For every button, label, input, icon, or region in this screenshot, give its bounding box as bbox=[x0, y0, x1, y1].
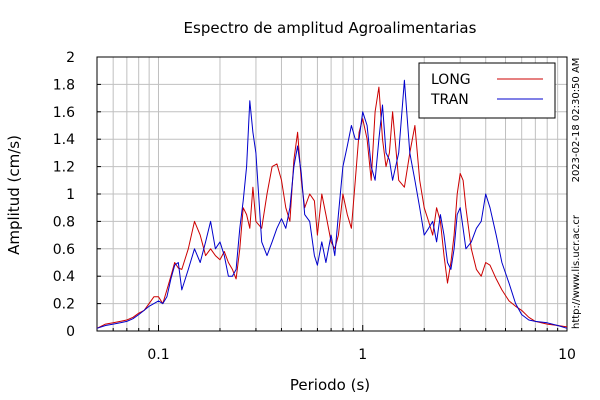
y-tick-label: 1.8 bbox=[53, 77, 75, 93]
y-tick-label: 0 bbox=[66, 324, 75, 340]
legend-box bbox=[418, 62, 556, 119]
y-tick-label: 1.4 bbox=[53, 132, 75, 148]
y-tick-label: 1 bbox=[66, 187, 75, 203]
timestamp-text: 2023-02-18 02:30:50 AM bbox=[571, 58, 582, 183]
x-axis-label: Periodo (s) bbox=[290, 376, 370, 394]
y-tick-label: 0.4 bbox=[53, 269, 75, 285]
legend-label-tran: TRAN bbox=[430, 92, 469, 108]
legend-label-long: LONG bbox=[431, 72, 471, 88]
y-tick-label: 2 bbox=[66, 50, 75, 66]
x-tick-label: 0.1 bbox=[147, 347, 169, 363]
y-tick-label: 1.6 bbox=[53, 105, 75, 121]
y-axis-label: Amplitud (cm/s) bbox=[5, 135, 23, 255]
axis-ticks bbox=[96, 56, 568, 332]
source-url-text: http://www.lis.ucr.ac.cr bbox=[571, 214, 582, 329]
series-line-long bbox=[96, 86, 568, 329]
x-tick-label: 1 bbox=[358, 347, 367, 363]
chart-title: Espectro de amplitud Agroalimentarias bbox=[184, 19, 477, 37]
tick-labels: 0 0.2 0.4 0.6 0.8 1 1.2 1.4 1.6 1.8 2 0.1 1 10 bbox=[53, 50, 576, 363]
series-lines bbox=[96, 79, 568, 329]
y-tick-label: 0.8 bbox=[53, 214, 75, 230]
series-line-tran bbox=[96, 79, 568, 329]
y-tick-label: 0.2 bbox=[53, 297, 75, 313]
y-tick-label: 0.6 bbox=[53, 242, 75, 258]
y-tick-label: 1.2 bbox=[53, 160, 75, 176]
legend: LONG TRAN bbox=[418, 62, 556, 119]
x-tick-label: 10 bbox=[558, 347, 576, 363]
